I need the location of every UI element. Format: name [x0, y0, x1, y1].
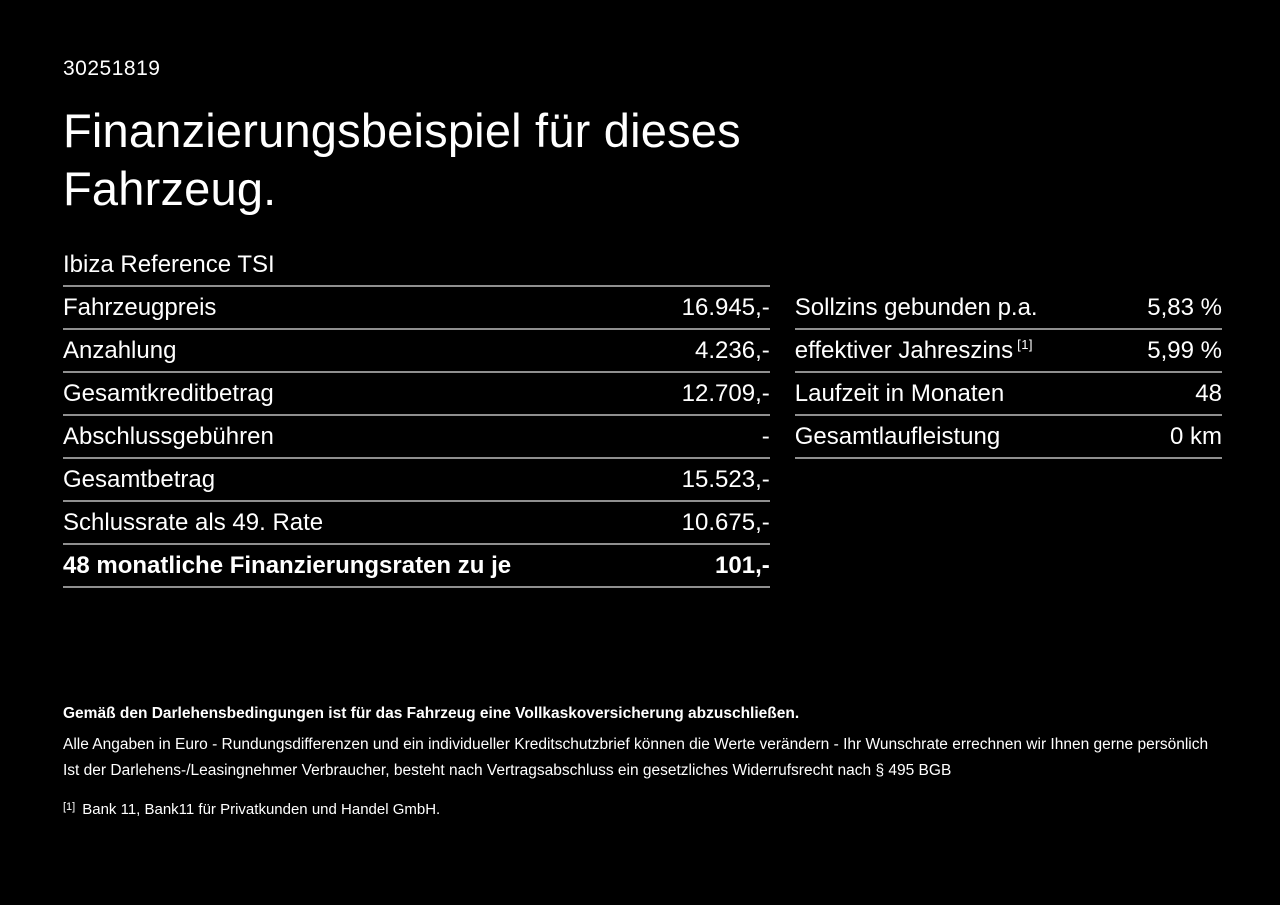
row-label-text: effektiver Jahreszins — [794, 336, 1014, 364]
row-value: 5,83 % — [1147, 293, 1222, 321]
page-title-line-2: Fahrzeug. — [63, 162, 277, 215]
finance-table: Ibiza Reference TSI Fahrzeugpreis 16.945… — [63, 251, 770, 588]
vehicle-model-header: Ibiza Reference TSI — [63, 251, 770, 287]
row-label: Gesamtbetrag — [63, 465, 216, 493]
row-value: 10.675,- — [681, 508, 770, 536]
finance-tables: Ibiza Reference TSI Fahrzeugpreis 16.945… — [63, 251, 1222, 588]
row-value: 101,- — [715, 551, 770, 579]
table-row: Gesamtkreditbetrag 12.709,- — [63, 373, 770, 416]
row-label: Gesamtkreditbetrag — [63, 379, 274, 407]
footnote-text: Bank 11, Bank11 für Privatkunden und Han… — [82, 801, 441, 818]
table-row: effektiver Jahreszins [1] 5,99 % — [794, 330, 1222, 373]
disclaimer-line-1: Alle Angaben in Euro - Rundungsdifferenz… — [63, 736, 1209, 753]
row-value: 16.945,- — [681, 293, 770, 321]
row-value: 5,99 % — [1147, 336, 1222, 364]
row-label: 48 monatliche Finanzierungsraten zu je — [63, 551, 512, 579]
footnote: [1] Bank 11, Bank11 für Privatkunden und … — [63, 798, 1222, 819]
row-value: - — [761, 422, 770, 450]
footnote-marker: [1] — [63, 801, 76, 813]
table-row-monthly-rate: 48 monatliche Finanzierungsraten zu je 1… — [63, 545, 770, 588]
table-row: Anzahlung 4.236,- — [63, 330, 770, 373]
table-row: Abschlussgebühren - — [63, 416, 770, 459]
row-value: 0 km — [1169, 422, 1222, 450]
insurance-requirement-note: Gemäß den Darlehensbedingungen ist für d… — [63, 705, 800, 722]
row-label: Schlussrate als 49. Rate — [63, 508, 324, 536]
row-label: Fahrzeugpreis — [63, 293, 217, 321]
row-value: 48 — [1195, 379, 1222, 407]
disclaimer-block: Alle Angaben in Euro - Rundungsdifferenz… — [63, 732, 1222, 784]
document-number: 30251819 — [63, 57, 161, 80]
vehicle-model-label: Ibiza Reference TSI — [63, 251, 275, 278]
page-title: Finanzierungsbeispiel für dieses Fahrzeug… — [63, 102, 1222, 218]
row-label: effektiver Jahreszins [1] — [795, 337, 1033, 365]
row-label: Gesamtlaufleistung — [794, 422, 1001, 450]
row-value: 12.709,- — [681, 379, 770, 407]
table-row: Fahrzeugpreis 16.945,- — [63, 287, 770, 330]
table-row: Gesamtlaufleistung 0 km — [794, 416, 1222, 459]
row-label: Laufzeit in Monaten — [794, 379, 1005, 407]
row-label: Sollzins gebunden p.a. — [794, 293, 1038, 321]
table-row: Sollzins gebunden p.a. 5,83 % — [794, 287, 1222, 330]
conditions-table: Sollzins gebunden p.a. 5,83 % effektiver… — [794, 287, 1222, 459]
table-row: Schlussrate als 49. Rate 10.675,- — [63, 502, 770, 545]
table-row: Laufzeit in Monaten 48 — [794, 373, 1222, 416]
row-label: Abschlussgebühren — [63, 422, 274, 450]
row-value: 4.236,- — [695, 336, 770, 364]
page-title-line-1: Finanzierungsbeispiel für dieses — [63, 104, 741, 157]
disclaimer-line-2: Ist der Darlehens-/Leasingnehmer Verbrau… — [63, 762, 952, 779]
footnote-reference: [1] — [1017, 336, 1034, 352]
row-label: Anzahlung — [63, 336, 177, 364]
row-value: 15.523,- — [681, 465, 770, 493]
legal-footer: Gemäß den Darlehensbedingungen ist für d… — [63, 704, 1222, 819]
table-row: Gesamtbetrag 15.523,- — [63, 459, 770, 502]
